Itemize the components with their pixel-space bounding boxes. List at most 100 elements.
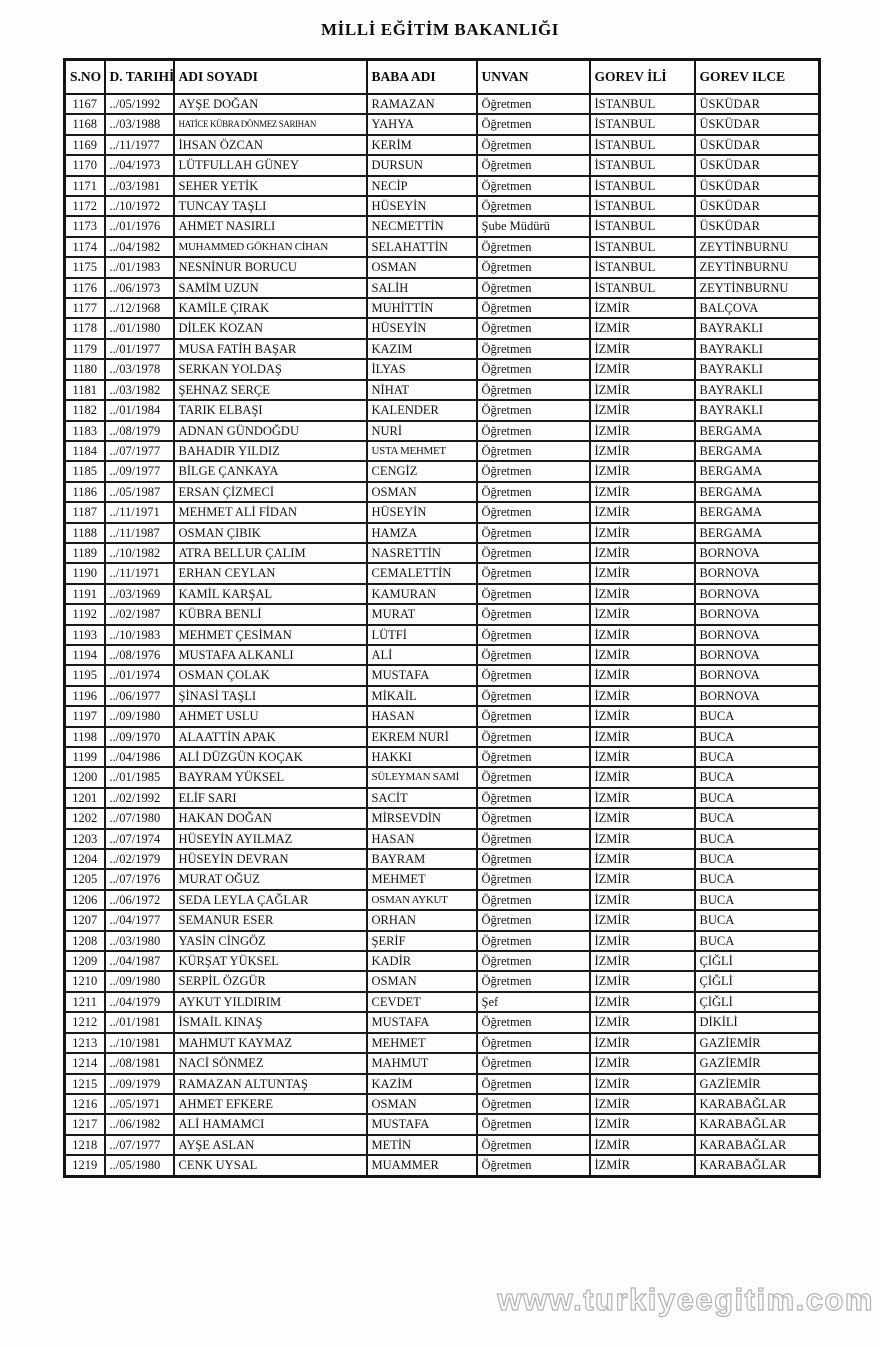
cell-title: Öğretmen [475,1133,591,1157]
cell-title: Öğretmen [475,562,591,585]
cell-sno: 1209 [63,950,106,973]
cell-title: Öğretmen [475,929,591,953]
cell-title: Öğretmen [475,541,591,565]
cell-province: İSTANBUL [588,113,696,136]
cell-fathername: MUHİTTİN [365,297,478,320]
table-row: 1170 ../04/1973 LÜTFULLAH GÜNEY DURSUN Öğret… [63,154,821,177]
cell-province: İZMİR [588,888,696,912]
cell-sno: 1169 [63,133,106,157]
cell-sno: 1219 [63,1154,106,1178]
cell-title: Öğretmen [475,358,591,381]
cell-name: HÜSEYİN DEVRAN [172,848,368,871]
cell-district: BAYRAKLI [693,317,821,340]
cell-birthdate: ../04/1977 [103,909,175,932]
cell-district: GAZİEMİR [693,1072,821,1095]
cell-title: Öğretmen [475,684,591,708]
cell-fathername: KAZİM [365,1072,478,1095]
cell-title: Öğretmen [475,664,591,687]
cell-name: ALİ HAMAMCI [172,1113,368,1136]
cell-name: ERHAN CEYLAN [172,562,368,585]
cell-sno: 1210 [63,970,106,993]
table-row: 1208 ../03/1980 YASİN CİNGÖZ ŞERİF Öğretmen İ… [63,929,821,953]
cell-province: İZMİR [588,603,696,626]
cell-name: KAMİL KARŞAL [172,582,368,606]
cell-district: GAZİEMİR [693,1052,821,1075]
cell-name: AYŞE ASLAN [172,1133,368,1157]
cell-name: BAYRAM YÜKSEL [172,766,368,789]
table-row: 1174 ../04/1982 MUHAMMED GÖKHAN CİHAN SELAH… [63,235,821,259]
table-row: 1169 ../11/1977 İHSAN ÖZCAN KERİM Öğretmen İS… [63,133,821,157]
cell-province: İZMİR [588,786,696,810]
cell-fathername: MUAMMER [365,1154,478,1178]
cell-district: BERGAMA [693,501,821,524]
cell-name: KAMİLE ÇIRAK [172,297,368,320]
cell-district: KARABAĞLAR [693,1113,821,1136]
cell-birthdate: ../04/1986 [103,745,175,769]
cell-name: AHMET USLU [172,705,368,728]
cell-sno: 1211 [63,990,106,1014]
cell-province: İZMİR [588,950,696,973]
table-row: 1183 ../08/1979 ADNAN GÜNDOĞDU NURİ Öğretmen… [63,419,821,442]
table-row: 1177 ../12/1968 KAMİLE ÇIRAK MUHİTTİN Öğretm… [63,297,821,320]
cell-birthdate: ../07/1980 [103,807,175,830]
cell-sno: 1181 [63,378,106,402]
cell-birthdate: ../06/1982 [103,1113,175,1136]
cell-name: HÜSEYİN AYILMAZ [172,827,368,851]
cell-name: İSMAİL KINAŞ [172,1011,368,1034]
cell-fathername: MİRSEVDİN [365,807,478,830]
cell-province: İZMİR [588,970,696,993]
cell-province: İSTANBUL [588,215,696,238]
cell-sno: 1216 [63,1092,106,1116]
cell-fathername: CENGİZ [365,460,478,483]
cell-name: MEHMET ÇESİMAN [172,623,368,646]
cell-birthdate: ../10/1972 [103,195,175,218]
cell-title: Öğretmen [475,439,591,463]
cell-fathername: MURAT [365,603,478,626]
cell-sno: 1215 [63,1072,106,1095]
table-header: S.NO D. TARIHİ ADI SOYADI BABA ADI UNVAN… [63,58,821,95]
cell-sno: 1190 [63,562,106,585]
site-watermark: www.turkiyeegitim.com [497,1281,874,1317]
cell-district: BERGAMA [693,480,821,504]
cell-name: MUSA FATİH BAŞAR [172,337,368,361]
cell-name: YASİN CİNGÖZ [172,929,368,953]
cell-name: SERPİL ÖZGÜR [172,970,368,993]
cell-province: İZMİR [588,1113,696,1136]
cell-sno: 1217 [63,1113,106,1136]
cell-sno: 1186 [63,480,106,504]
cell-title: Öğretmen [475,705,591,728]
cell-name: KÜBRA BENLİ [172,603,368,626]
cell-title: Şube Müdürü [475,215,591,238]
cell-birthdate: ../09/1980 [103,705,175,728]
cell-birthdate: ../10/1983 [103,623,175,646]
cell-name: CENK UYSAL [172,1154,368,1178]
cell-fathername: MEHMET [365,868,478,891]
cell-birthdate: ../08/1976 [103,643,175,667]
cell-sno: 1183 [63,419,106,442]
cell-district: BORNOVA [693,664,821,687]
cell-birthdate: ../09/1977 [103,460,175,483]
cell-birthdate: ../01/1983 [103,256,175,279]
cell-sno: 1206 [63,888,106,912]
cell-district: ÇİĞLİ [693,950,821,973]
cell-birthdate: ../03/1981 [103,174,175,198]
cell-district: BUCA [693,888,821,912]
cell-sno: 1189 [63,541,106,565]
cell-fathername: KALENDER [365,399,478,422]
cell-birthdate: ../08/1979 [103,419,175,442]
cell-province: İZMİR [588,807,696,830]
cell-birthdate: ../04/1973 [103,154,175,177]
cell-sno: 1176 [63,276,106,300]
cell-province: İZMİR [588,643,696,667]
cell-province: İZMİR [588,439,696,463]
cell-province: İZMİR [588,297,696,320]
cell-sno: 1167 [63,92,106,116]
cell-birthdate: ../11/1971 [103,501,175,524]
cell-district: ÜSKÜDAR [693,154,821,177]
cell-title: Öğretmen [475,1092,591,1116]
column-header-title: UNVAN [475,58,591,95]
cell-fathername: İLYAS [365,358,478,381]
table-row: 1179 ../01/1977 MUSA FATİH BAŞAR KAZIM Öğret… [63,337,821,361]
table-row: 1201 ../02/1992 ELİF SARI SACİT Öğretmen İZMİ… [63,786,821,810]
cell-title: Öğretmen [475,174,591,198]
